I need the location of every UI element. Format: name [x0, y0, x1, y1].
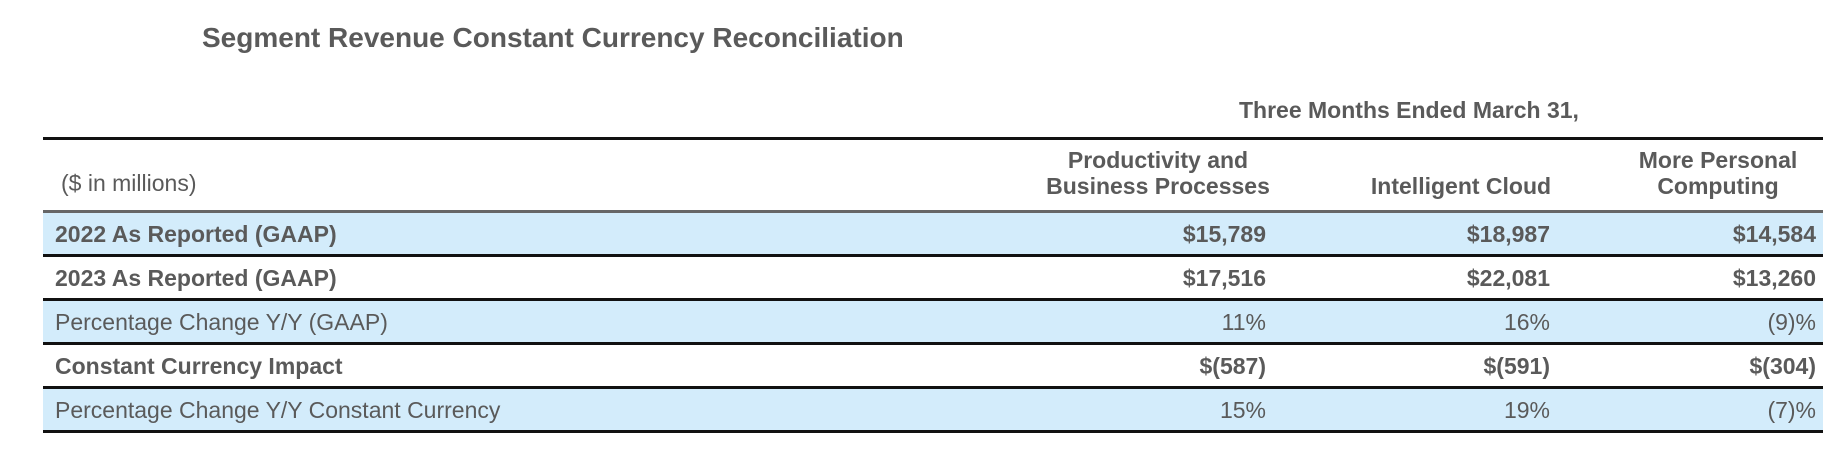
cell-productivity: 11%: [1221, 309, 1266, 335]
column-header-line: Business Processes: [1046, 173, 1270, 199]
period-header: Three Months Ended March 31,: [1239, 97, 1579, 123]
table-header: ($ in millions) Productivity and Busines…: [43, 140, 1823, 213]
table-row: 2022 As Reported (GAAP) $15,789 $18,987 …: [43, 213, 1823, 257]
cell-productivity: 15%: [1219, 397, 1266, 423]
cell-intelligent-cloud: 16%: [1503, 309, 1550, 335]
cell-more-personal-computing: $(304): [1749, 353, 1816, 379]
cell-intelligent-cloud: $(591): [1483, 353, 1550, 379]
page-title: Segment Revenue Constant Currency Reconc…: [202, 22, 904, 53]
row-label: 2023 As Reported (GAAP): [55, 265, 337, 291]
column-header-line: More Personal: [1638, 147, 1798, 173]
column-header-intelligent-cloud: Intelligent Cloud: [1315, 173, 1607, 199]
column-header-line: Productivity and: [1067, 147, 1249, 173]
cell-more-personal-computing: (9)%: [1767, 309, 1816, 335]
table-row: Percentage Change Y/Y (GAAP) 11% 16% (9)…: [43, 301, 1823, 345]
column-header-line: Intelligent Cloud: [1370, 173, 1552, 199]
cell-more-personal-computing: $13,260: [1732, 265, 1816, 291]
cell-productivity: $17,516: [1182, 265, 1266, 291]
row-label: Constant Currency Impact: [55, 353, 343, 379]
column-header-line: Computing: [1657, 173, 1779, 199]
row-label: 2022 As Reported (GAAP): [55, 221, 337, 247]
row-label: Percentage Change Y/Y (GAAP): [55, 309, 388, 335]
units-label: ($ in millions): [61, 170, 197, 196]
cell-more-personal-computing: $14,584: [1732, 221, 1816, 247]
column-header-productivity: Productivity and Business Processes: [993, 147, 1323, 199]
cell-intelligent-cloud: 19%: [1503, 397, 1550, 423]
cell-more-personal-computing: (7)%: [1767, 397, 1816, 423]
cell-intelligent-cloud: $18,987: [1466, 221, 1550, 247]
reconciliation-table: ($ in millions) Productivity and Busines…: [43, 137, 1823, 433]
table-row: 2023 As Reported (GAAP) $17,516 $22,081 …: [43, 257, 1823, 301]
row-label: Percentage Change Y/Y Constant Currency: [55, 397, 501, 423]
table-row: Constant Currency Impact $(587) $(591) $…: [43, 345, 1823, 389]
cell-intelligent-cloud: $22,081: [1466, 265, 1550, 291]
cell-productivity: $15,789: [1182, 221, 1266, 247]
cell-productivity: $(587): [1199, 353, 1266, 379]
table-row: Percentage Change Y/Y Constant Currency …: [43, 389, 1823, 433]
column-header-more-personal-computing: More Personal Computing: [1613, 147, 1823, 199]
